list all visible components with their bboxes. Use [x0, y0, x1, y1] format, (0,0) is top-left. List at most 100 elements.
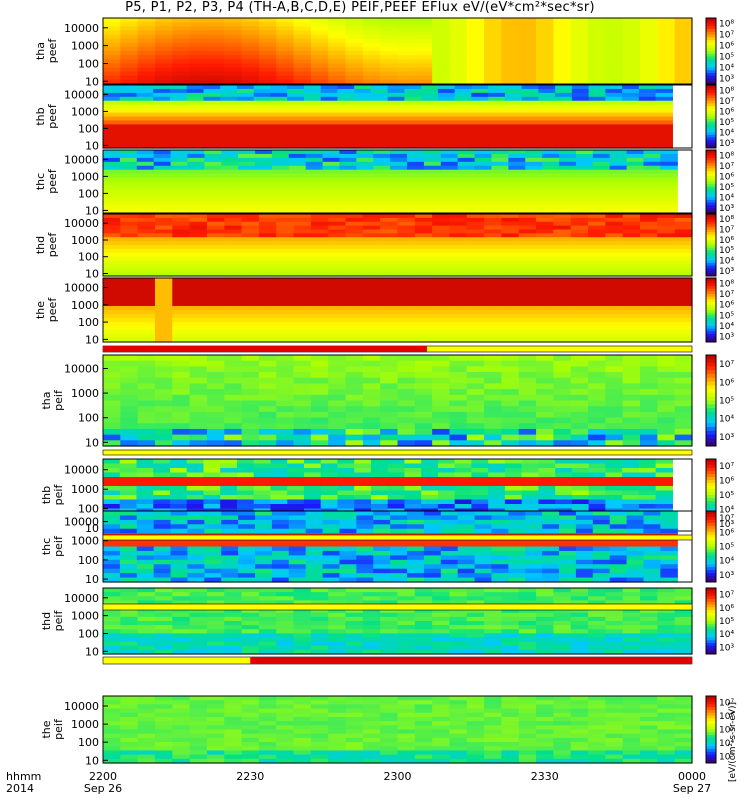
spectrogram-cell: [457, 161, 476, 167]
colorbar-segment: [706, 299, 716, 303]
spectrogram-cell: [287, 104, 305, 110]
spectrogram-cell: [153, 201, 172, 206]
spectrogram-cell: [271, 209, 290, 214]
panel-ylabel: thdpeef: [34, 232, 59, 258]
spectrogram-cell: [241, 621, 260, 626]
spectrogram-cell: [137, 318, 156, 323]
spectrogram-cell: [414, 360, 433, 367]
spectrogram-cell: [287, 120, 305, 125]
spectrogram-cell: [310, 314, 329, 319]
spectrogram-cell: [592, 515, 611, 521]
colorbar-segment: [706, 339, 716, 343]
spectrogram-cell: [288, 568, 307, 574]
spectrogram-cell: [570, 22, 589, 27]
colorbar-segment: [706, 326, 716, 330]
spectrogram-cell: [189, 366, 208, 373]
spectrogram-cell: [588, 248, 606, 254]
spectrogram-cell: [276, 377, 295, 385]
spectrogram-cell: [518, 334, 537, 339]
spectrogram-cell: [356, 577, 374, 583]
spectrogram-cell: [674, 318, 693, 323]
spectrogram-cell: [466, 440, 485, 447]
spectrogram-cell: [258, 268, 277, 273]
spectrogram-cell: [466, 252, 485, 258]
spectrogram-cell: [339, 546, 357, 552]
spectrogram-cell: [169, 112, 188, 118]
spectrogram-cell: [241, 217, 260, 223]
spectrogram-cell: [559, 511, 577, 517]
spectrogram-cell: [570, 237, 589, 242]
spectrogram-cell: [120, 411, 139, 419]
spectrogram-cell: [328, 625, 347, 630]
spectrogram-cell: [189, 225, 208, 231]
spectrogram-cell: [536, 302, 555, 307]
spectrogram-cell: [571, 481, 590, 487]
spectrogram-cell: [657, 298, 676, 303]
spectrogram-cell: [440, 177, 459, 183]
spectrogram-cell: [224, 310, 243, 315]
spectrogram-cell: [276, 637, 295, 643]
spectrogram-cell: [542, 209, 560, 214]
spectrogram-cell: [153, 169, 172, 175]
spectrogram-cell: [204, 157, 222, 163]
spectrogram-cell: [674, 237, 693, 242]
colorbar-segment: [706, 320, 716, 324]
spectrogram-cell: [345, 260, 364, 265]
spectrogram-cell: [345, 377, 364, 385]
spectrogram-cell: [354, 504, 372, 510]
spectrogram-cell: [397, 649, 416, 655]
spectrogram-cell: [471, 140, 489, 145]
spectrogram-cell: [449, 268, 468, 273]
spectrogram-cell: [320, 120, 339, 125]
spectrogram-cell: [474, 550, 493, 556]
spectrogram-cell: [432, 67, 451, 73]
spectrogram-cell: [538, 96, 556, 102]
spectrogram-cell: [397, 310, 416, 315]
spectrogram-cell: [362, 592, 381, 597]
spectrogram-cell: [287, 96, 305, 102]
spectrogram-cell: [293, 298, 312, 303]
spectrogram-cell: [354, 92, 372, 98]
spectrogram-cell: [120, 59, 139, 64]
y-tick-label: 100: [78, 251, 99, 264]
spectrogram-cell: [362, 616, 381, 622]
spectrogram-cell: [466, 225, 485, 231]
spectrogram-cell: [354, 468, 372, 474]
spectrogram-cell: [449, 67, 468, 73]
spectrogram-cell: [224, 67, 243, 73]
spectrogram-cell: [187, 559, 205, 565]
spectrogram-cell: [553, 298, 572, 303]
spectrogram-cell: [536, 440, 555, 447]
spectrogram-cell: [136, 108, 154, 114]
spectrogram-cell: [362, 633, 381, 639]
spectrogram-cell: [276, 322, 295, 327]
spectrogram-cell: [206, 42, 225, 48]
spectrogram-cell: [657, 417, 676, 424]
spectrogram-cell: [432, 314, 451, 319]
spectrogram-cell: [103, 157, 121, 163]
spectrogram-cell: [322, 568, 341, 574]
spectrogram-cell: [328, 71, 347, 77]
spectrogram-cell: [592, 511, 611, 517]
spectrogram-cell: [241, 428, 260, 436]
spectrogram-cell: [559, 528, 577, 534]
spectrogram-cell: [397, 248, 416, 254]
spectrogram-cell: [258, 633, 277, 639]
spectrogram-cell: [457, 524, 476, 530]
spectrogram-cell: [397, 411, 416, 419]
spectrogram-cell: [258, 366, 277, 373]
spectrogram-cell: [622, 472, 640, 478]
colorbar-segment: [706, 366, 716, 371]
spectrogram-cell: [370, 128, 389, 133]
spectrogram-cell: [525, 542, 543, 548]
spectrogram-cell: [397, 286, 416, 291]
spectrogram-cell: [504, 120, 523, 125]
spectrogram-cell: [466, 322, 485, 327]
spectrogram-cell: [258, 298, 277, 303]
spectrogram-cell: [241, 338, 260, 343]
spectrogram-cell: [380, 600, 399, 606]
spectrogram-cell: [622, 314, 641, 319]
spectrogram-cell: [154, 645, 173, 651]
spectrogram-cell: [674, 248, 693, 254]
spectrogram-cell: [345, 302, 364, 307]
